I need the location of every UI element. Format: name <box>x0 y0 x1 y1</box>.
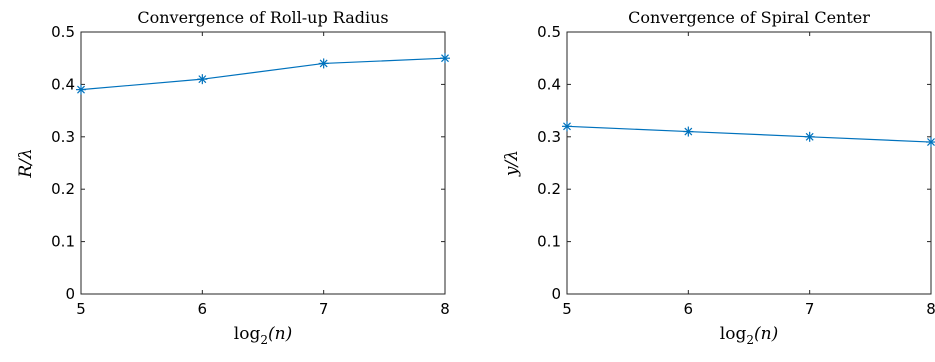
y-axis-label: y/λ <box>502 150 522 177</box>
data-point-marker <box>318 58 329 69</box>
y-tick-label: 0.4 <box>51 75 75 93</box>
y-tick-label: 0.4 <box>537 75 561 93</box>
y-tick-label: 0.1 <box>51 233 75 251</box>
chart-spiral-center: Convergence of Spiral Center 5 6 7 8 0 0.1 0.2… <box>502 8 935 347</box>
data-point-marker <box>683 126 694 137</box>
x-tick-label: 8 <box>440 300 450 318</box>
x-tick-label: 6 <box>198 300 208 318</box>
y-tick-label: 0.2 <box>51 180 75 198</box>
chart-roll-up-radius: Convergence of Roll-up Radius 5 6 7 8 0 0.1 0.… <box>16 8 450 347</box>
data-point-marker <box>197 74 208 85</box>
data-point-marker <box>926 137 935 148</box>
y-tick-label: 0.2 <box>537 180 561 198</box>
y-tick-label: 0.3 <box>537 128 561 146</box>
x-axis-label: log2(n) <box>720 324 778 347</box>
series-line <box>80 57 446 91</box>
x-tick-label: 7 <box>805 300 815 318</box>
x-axis-label: log2(n) <box>234 324 292 347</box>
axes-box <box>566 31 932 295</box>
data-point-marker <box>562 121 572 132</box>
x-tick-label: 8 <box>926 300 935 318</box>
x-tick-label: 6 <box>684 300 694 318</box>
y-tick-label: 0 <box>65 285 75 303</box>
data-point-marker <box>76 84 86 95</box>
y-tick-label: 0 <box>551 285 561 303</box>
y-axis-label: R/λ <box>16 148 36 178</box>
data-point-marker <box>804 131 815 142</box>
x-tick-label: 7 <box>319 300 329 318</box>
series-line <box>566 125 932 143</box>
chart-title: Convergence of Spiral Center <box>628 8 870 27</box>
x-tick-label: 5 <box>76 300 86 318</box>
axes-box <box>80 31 446 295</box>
y-tick-label: 0.1 <box>537 233 561 251</box>
y-tick-label: 0.5 <box>51 23 75 41</box>
x-tick-label: 5 <box>562 300 572 318</box>
data-point-marker <box>440 53 450 64</box>
chart-title: Convergence of Roll-up Radius <box>137 8 388 27</box>
y-tick-label: 0.5 <box>537 23 561 41</box>
y-tick-label: 0.3 <box>51 128 75 146</box>
